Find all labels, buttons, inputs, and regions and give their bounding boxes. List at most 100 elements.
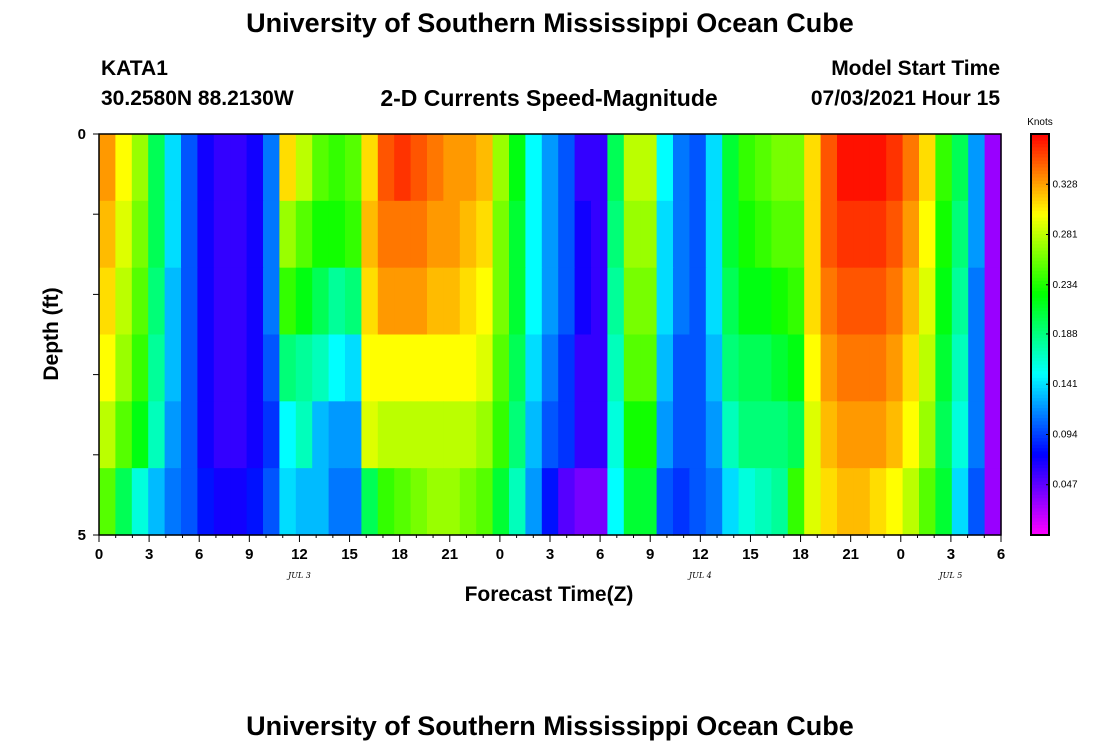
colorbar-segment xyxy=(1031,194,1049,199)
heatmap-cell xyxy=(771,468,789,536)
heatmap-cell xyxy=(738,267,756,336)
heatmap-cell xyxy=(525,468,543,536)
colorbar-segment xyxy=(1031,414,1049,419)
colorbar-segment xyxy=(1031,441,1049,446)
heatmap-cell xyxy=(443,334,461,402)
heatmap-cell xyxy=(476,134,494,202)
heatmap-cell xyxy=(705,200,723,269)
colorbar-segment xyxy=(1031,237,1049,242)
colorbar-segment xyxy=(1031,240,1049,245)
heatmap-cell xyxy=(459,401,477,469)
heatmap-cell xyxy=(328,200,346,269)
colorbar-segment xyxy=(1031,247,1049,252)
heatmap-cell xyxy=(99,134,116,202)
heatmap-cell xyxy=(640,267,658,336)
colorbar-segment xyxy=(1031,347,1049,352)
heatmap-cell xyxy=(131,267,149,336)
heatmap-cell xyxy=(968,267,986,336)
colorbar-segment xyxy=(1031,481,1049,486)
heatmap-cell xyxy=(558,134,576,202)
heatmap-cell xyxy=(623,134,641,202)
heatmap-cell xyxy=(771,200,789,269)
heatmap-cell xyxy=(656,401,674,469)
axes: 0 3 6 9 12 15 18 21 0 3 6 9 12 15 18 21 0 3 6 JUL 3 JUL 4 JUL… xyxy=(78,126,1006,580)
colorbar-segment xyxy=(1031,144,1049,148)
x-tick-label: 18 xyxy=(792,546,809,563)
heatmap-cell xyxy=(607,401,625,469)
heatmap-cell xyxy=(459,267,477,336)
colorbar-segment xyxy=(1031,147,1049,152)
x-tick-label: 15 xyxy=(742,546,759,563)
colorbar-segment xyxy=(1031,514,1049,519)
heatmap-cell xyxy=(361,334,379,402)
heatmap-cell xyxy=(246,267,264,336)
heatmap-cell xyxy=(443,468,461,536)
heatmap-cell xyxy=(246,401,264,469)
heatmap-cell xyxy=(345,134,362,202)
heatmap-cell xyxy=(394,334,412,402)
heatmap-cell xyxy=(164,334,182,402)
heatmap-cell xyxy=(541,134,559,202)
heatmap-cell xyxy=(525,267,543,336)
x-tick-label: 6 xyxy=(997,546,1005,563)
heatmap-cell xyxy=(345,468,362,536)
heatmap-cell xyxy=(935,200,953,269)
colorbar-segment xyxy=(1031,334,1049,339)
heatmap-cell xyxy=(394,200,412,269)
heatmap-cell xyxy=(574,200,592,269)
heatmap-cell xyxy=(476,468,494,536)
heatmap-cell xyxy=(394,267,412,336)
colorbar-segment xyxy=(1031,250,1049,255)
heatmap-cell xyxy=(968,200,986,269)
heatmap-cell xyxy=(656,267,674,336)
heatmap-cell xyxy=(935,334,953,402)
heatmap-cell xyxy=(787,468,805,536)
heatmap-cell xyxy=(705,267,723,336)
heatmap-cell xyxy=(525,401,543,469)
heatmap-cell xyxy=(837,401,854,469)
model-start-value: 07/03/2021 Hour 15 xyxy=(810,87,1000,110)
heatmap-cell xyxy=(935,468,953,536)
heatmap-cell xyxy=(853,334,871,402)
heatmap-cell xyxy=(738,401,756,469)
heatmap-cell xyxy=(459,334,477,402)
heatmap-cell xyxy=(99,334,116,402)
heatmap-cell xyxy=(164,267,182,336)
colorbar-segment xyxy=(1031,528,1049,533)
heatmap-cell xyxy=(574,267,592,336)
station-id: KATA1 xyxy=(101,57,168,80)
colorbar-segment xyxy=(1031,164,1049,169)
colorbar-segment xyxy=(1031,184,1049,189)
heatmap-cell xyxy=(853,200,871,269)
colorbar-segment xyxy=(1031,260,1049,265)
colorbar-segment xyxy=(1031,267,1049,272)
heatmap-cell xyxy=(984,334,1002,402)
heatmap-cell xyxy=(410,468,428,536)
colorbar-segment xyxy=(1031,227,1049,232)
heatmap-cell xyxy=(410,200,428,269)
heatmap-cell xyxy=(804,401,822,469)
heatmap-cell xyxy=(984,200,1002,269)
heatmap-cell xyxy=(919,468,936,536)
colorbar-segment xyxy=(1031,408,1049,412)
x-axis-label: Forecast Time(Z) xyxy=(464,583,634,606)
heatmap-cell xyxy=(279,401,297,469)
heatmap-cell xyxy=(820,334,838,402)
colorbar-segment xyxy=(1031,274,1049,279)
heatmap-cell xyxy=(837,468,854,536)
colorbar-segment xyxy=(1031,284,1049,289)
heatmap-cell xyxy=(820,468,838,536)
heatmap-cell xyxy=(853,401,871,469)
colorbar-segment xyxy=(1031,160,1049,165)
colorbar-segment xyxy=(1031,174,1049,179)
colorbar-segment xyxy=(1031,341,1049,346)
colorbar-segment xyxy=(1031,521,1049,526)
heatmap-cell xyxy=(230,200,248,269)
heatmap-cell xyxy=(263,267,280,336)
heatmap-cell xyxy=(148,468,166,536)
colorbar-tick-label: 0.281 xyxy=(1052,230,1077,241)
colorbar-segment xyxy=(1031,254,1049,259)
heatmap-cell xyxy=(984,401,1002,469)
heatmap-cell xyxy=(312,401,330,469)
heatmap-cell xyxy=(509,134,526,202)
